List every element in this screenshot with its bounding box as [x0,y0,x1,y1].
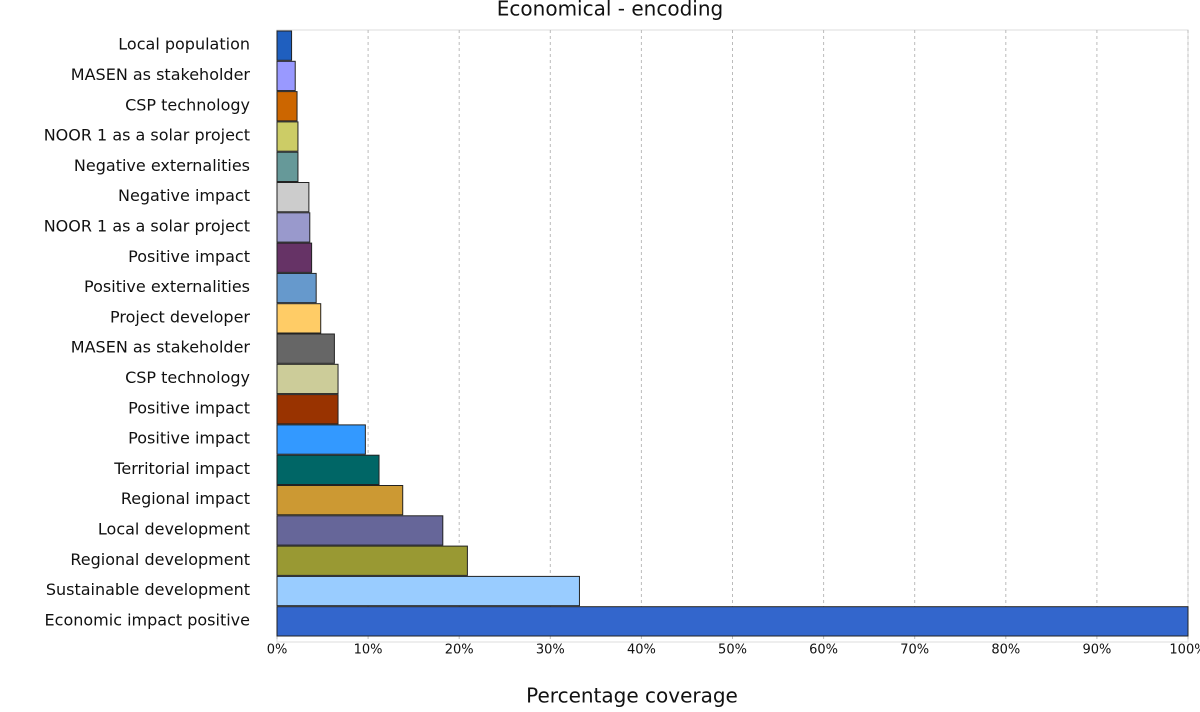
x-tick-label: 100% [1169,643,1200,658]
y-tick-label: Territorial impact [113,459,250,478]
x-tick-label: 40% [627,643,656,658]
bar [276,606,1189,637]
bar [276,515,444,546]
x-tick-label: 10% [354,643,383,658]
x-tick-label: 0% [267,643,288,658]
bar [276,272,317,304]
y-tick-label: Negative impact [118,186,250,205]
y-tick-label: Project developer [110,307,250,326]
y-tick-label: CSP technology [125,368,250,387]
x-axis-label: Percentage coverage [526,684,738,708]
y-tick-label: Local population [118,35,250,54]
bar [276,182,310,213]
y-tick-label: Positive impact [128,429,250,448]
bar [276,424,366,455]
bar [276,303,322,334]
y-tick-label: Negative externalities [74,156,250,175]
y-tick-label: Positive impact [128,398,250,417]
x-tick-label: 90% [1082,643,1111,658]
bar [276,545,468,576]
bar [276,242,313,273]
bar [276,30,293,61]
y-tick-label: MASEN as stakeholder [71,338,251,357]
bar [276,60,296,92]
bar [276,151,299,182]
y-tick-label: MASEN as stakeholder [71,65,251,84]
bar [276,485,404,516]
y-tick-label: Economic impact positive [45,610,250,629]
bar [276,333,335,364]
bar [276,575,580,607]
y-tick-label: Positive impact [128,247,250,266]
y-tick-label: Local development [98,519,250,538]
bar [276,91,298,122]
y-tick-label: Regional impact [121,489,250,508]
y-tick-label: NOOR 1 as a solar project [44,216,250,235]
x-tick-label: 80% [991,643,1020,658]
bar [276,454,380,486]
x-tick-label: 50% [718,643,747,658]
y-tick-label: Regional development [70,550,250,569]
bar [276,394,339,425]
y-tick-label: NOOR 1 as a solar project [44,126,250,145]
bar [276,212,311,243]
x-tick-label: 60% [809,643,838,658]
x-tick-label: 20% [445,643,474,658]
y-tick-label: CSP technology [125,95,250,114]
chart-title: Economical - encoding [497,0,723,21]
bar [276,363,339,395]
bar [276,121,299,152]
y-tick-label: Positive externalities [84,277,250,296]
y-tick-label: Sustainable development [46,580,250,599]
x-tick-label: 70% [900,643,929,658]
x-tick-label: 30% [536,643,565,658]
